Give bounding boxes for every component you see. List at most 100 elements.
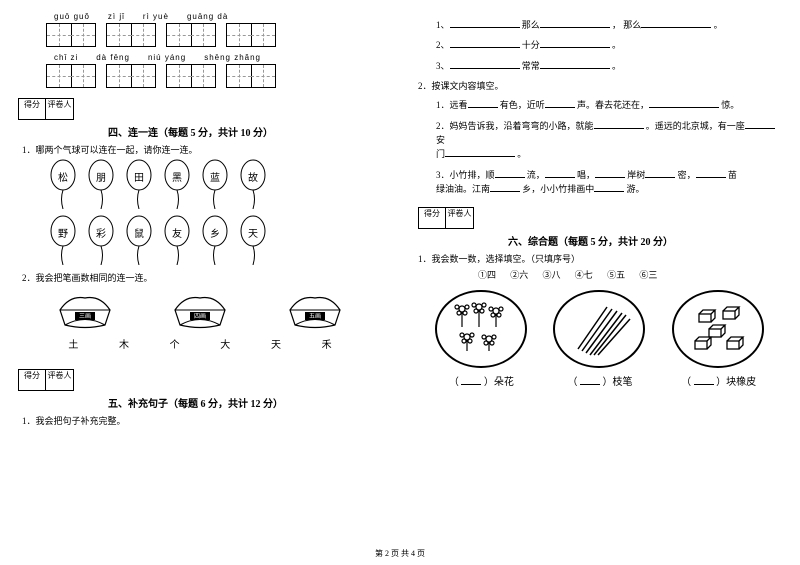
txt: 绿油油。江南 [436,184,490,194]
stroke-char[interactable]: 个 [170,336,180,351]
writing-grid[interactable] [166,23,216,47]
option[interactable]: ⑤五 [607,270,625,280]
balloon[interactable]: 朋 [86,159,116,209]
pinyin-label: zì jǐ [108,12,125,21]
paren: （ [567,377,577,388]
blank[interactable] [595,168,625,178]
blank[interactable] [745,119,775,129]
writing-grid[interactable] [46,23,96,47]
score-cell[interactable]: 得分 [18,98,46,120]
picture-label: （ ）块橡皮 [671,373,766,388]
txt: 唱， [577,170,595,180]
basket[interactable]: 四画 [165,290,235,330]
blank[interactable] [645,168,675,178]
balloon-icon [238,215,268,265]
balloon[interactable]: 友 [162,215,192,265]
blank[interactable] [450,18,520,28]
picture-erasers: （ ）块橡皮 [671,289,766,388]
pinyin-label: dà fēng [96,53,130,62]
balloon-char: 乡 [200,225,230,240]
stroke-char[interactable]: 大 [220,336,230,351]
balloon[interactable]: 黑 [162,159,192,209]
txt: ， [612,20,621,30]
pinyin-label: niú yáng [148,53,186,62]
blank[interactable] [545,168,575,178]
balloon[interactable]: 乡 [200,215,230,265]
erasers-icon [671,289,766,369]
txt: 1．远看 [436,100,468,110]
blank[interactable] [641,18,711,28]
stroke-char[interactable]: 木 [119,336,129,351]
blank[interactable] [495,168,525,178]
balloon[interactable]: 野 [48,215,78,265]
blank[interactable] [696,168,726,178]
balloon[interactable]: 故 [238,159,268,209]
balloon-char: 故 [238,169,268,184]
balloon[interactable]: 彩 [86,215,116,265]
stroke-char[interactable]: 天 [271,336,281,351]
balloon[interactable]: 田 [124,159,154,209]
blank[interactable] [594,119,644,129]
txt: 安 [436,135,445,145]
blank[interactable] [468,98,498,108]
balloon-icon [124,215,154,265]
blank[interactable] [490,182,520,192]
blank[interactable] [450,59,520,69]
stroke-char[interactable]: 禾 [322,336,332,351]
option[interactable]: ③八 [543,270,561,280]
blank[interactable] [450,38,520,48]
txt: 3、 [436,61,450,71]
score-cell[interactable]: 得分 [418,207,446,229]
option[interactable]: ④七 [575,270,593,280]
paren: （ [449,377,459,388]
balloon-icon [238,159,268,209]
grid-row-1 [46,23,382,47]
blank[interactable] [694,375,714,385]
label-text: ）朵花 [484,377,514,388]
basket[interactable]: 三画 [50,290,120,330]
writing-grid[interactable] [106,64,156,88]
blank[interactable] [540,38,610,48]
basket-icon: 三画 [50,290,120,330]
fill-line-3: 3、 常常 。 [436,59,782,73]
blank[interactable] [445,147,515,157]
balloon[interactable]: 松 [48,159,78,209]
txt: 游。 [627,184,645,194]
blank[interactable] [540,59,610,69]
balloon[interactable]: 蓝 [200,159,230,209]
blank[interactable] [540,18,610,28]
blank[interactable] [461,375,481,385]
blank[interactable] [594,182,624,192]
balloon-icon [200,215,230,265]
writing-grid[interactable] [46,64,96,88]
blank[interactable] [545,98,575,108]
stroke-char[interactable]: 土 [68,336,78,351]
txt: 乡，小小竹排画中 [522,184,594,194]
score-cell[interactable]: 得分 [18,369,46,391]
basket[interactable]: 五画 [280,290,350,330]
writing-grid[interactable] [226,23,276,47]
grader-cell[interactable]: 评卷人 [446,207,474,229]
balloon[interactable]: 鼠 [124,215,154,265]
option[interactable]: ②六 [510,270,528,280]
txt: 。 [612,40,621,50]
writing-grid[interactable] [106,23,156,47]
txt: 十分 [522,40,540,50]
blank[interactable] [649,98,719,108]
balloon[interactable]: 天 [238,215,268,265]
blank[interactable] [580,375,600,385]
balloon-char: 鼠 [124,225,154,240]
pinyin-label: chǐ zi [54,53,78,62]
option[interactable]: ①四 [478,270,496,280]
balloon-row-1: 松 朋 田 黑 蓝 故 [48,159,382,209]
question-6-1: 1．我会数一数，选择填空。（只填序号） [418,252,782,265]
basket-icon: 五画 [280,290,350,330]
grader-cell[interactable]: 评卷人 [46,369,74,391]
txt: 常常 [522,61,540,71]
txt: 1、 [436,20,450,30]
writing-grid[interactable] [226,64,276,88]
writing-grid[interactable] [166,64,216,88]
grader-cell[interactable]: 评卷人 [46,98,74,120]
txt: 那么 [623,20,641,30]
option[interactable]: ⑥三 [639,270,657,280]
